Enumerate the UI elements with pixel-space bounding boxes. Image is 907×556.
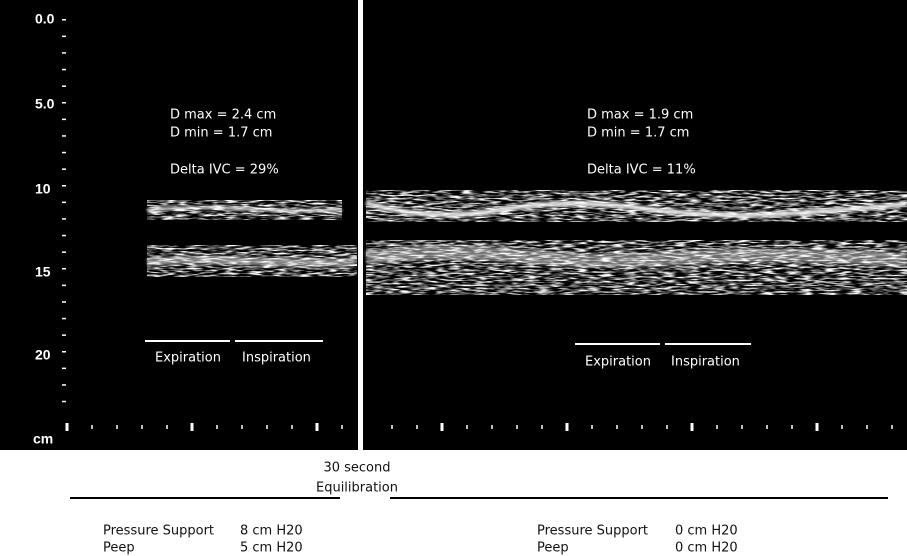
depth-label: 15 [35, 264, 51, 280]
scale-tick [841, 425, 843, 429]
scale-tick [491, 425, 493, 429]
depth-label: 20 [35, 347, 51, 363]
scale-tick [616, 425, 618, 429]
scale-tick [62, 185, 66, 187]
measurement: D max = 2.4 cm [170, 108, 276, 123]
depth-unit: cm [33, 431, 53, 447]
scale-tick [141, 425, 143, 429]
transition-label: 30 second [323, 461, 390, 476]
phase-label: Inspiration [671, 355, 740, 370]
figure: 0.0 5.0 10 15 20 cm D max = 2.4 cm D min… [0, 0, 907, 556]
scale-tick [62, 334, 66, 336]
scale-tick [116, 425, 118, 429]
measurement: D min = 1.7 cm [170, 126, 272, 141]
scale-tick [62, 19, 66, 21]
scale-tick [241, 425, 243, 429]
depth-label: 5.0 [35, 96, 55, 112]
scale-tick [316, 423, 319, 431]
scale-tick [62, 351, 66, 353]
depth-label: 10 [35, 181, 51, 197]
setting-value: 8 cm H20 [240, 524, 303, 539]
scale-tick [891, 425, 893, 429]
panel-divider [358, 0, 363, 450]
scale-tick [541, 425, 543, 429]
setting-label: Pressure Support [103, 524, 214, 539]
phase-label: Expiration [585, 355, 651, 370]
setting-label: Pressure Support [537, 524, 648, 539]
scale-tick [62, 268, 66, 270]
scale-tick [62, 168, 66, 170]
scale-tick [62, 318, 66, 320]
scale-tick [62, 102, 66, 104]
scale-tick [62, 384, 66, 386]
scale-tick [66, 423, 69, 431]
scale-tick [62, 152, 66, 154]
scale-tick [816, 423, 819, 431]
scale-tick [291, 425, 293, 429]
scale-tick [62, 202, 66, 204]
setting-label: Peep [537, 541, 569, 556]
ultrasound-background [0, 0, 907, 450]
delta-ivc: Delta IVC = 11% [587, 163, 696, 178]
scale-tick [62, 251, 66, 253]
scale-tick [866, 425, 868, 429]
scale-tick [216, 425, 218, 429]
scale-tick [666, 425, 668, 429]
setting-value: 5 cm H20 [240, 541, 303, 556]
scale-tick [641, 425, 643, 429]
scale-tick [741, 425, 743, 429]
scale-tick [416, 425, 418, 429]
scale-tick [62, 235, 66, 237]
scale-tick [441, 423, 444, 431]
scale-tick [62, 135, 66, 137]
scale-tick [91, 425, 93, 429]
scale-tick [341, 425, 343, 429]
setting-value: 0 cm H20 [675, 524, 738, 539]
scale-tick [791, 425, 793, 429]
phase-label: Expiration [155, 351, 221, 366]
scale-tick [62, 218, 66, 220]
scale-tick [62, 85, 66, 87]
setting-label: Peep [103, 541, 135, 556]
scale-tick [566, 423, 569, 431]
scale-tick [466, 425, 468, 429]
scale-tick [266, 425, 268, 429]
scale-tick [391, 425, 393, 429]
scale-tick [62, 69, 66, 71]
scale-tick [62, 36, 66, 38]
scale-tick [62, 301, 66, 303]
scale-tick [62, 285, 66, 287]
scale-tick [766, 425, 768, 429]
scale-tick [191, 423, 194, 431]
transition-label: Equilibration [316, 481, 398, 496]
scale-tick [62, 368, 66, 370]
phase-label: Inspiration [242, 351, 311, 366]
setting-value: 0 cm H20 [675, 541, 738, 556]
scale-tick [166, 425, 168, 429]
scale-tick [716, 425, 718, 429]
measurement: D min = 1.7 cm [587, 126, 689, 141]
scale-tick [691, 423, 694, 431]
scale-tick [62, 401, 66, 403]
scale-tick [62, 119, 66, 121]
scale-tick [62, 52, 66, 54]
scale-tick [516, 425, 518, 429]
measurement: D max = 1.9 cm [587, 108, 693, 123]
scale-tick [591, 425, 593, 429]
depth-label: 0.0 [35, 11, 55, 27]
delta-ivc: Delta IVC = 29% [170, 163, 279, 178]
